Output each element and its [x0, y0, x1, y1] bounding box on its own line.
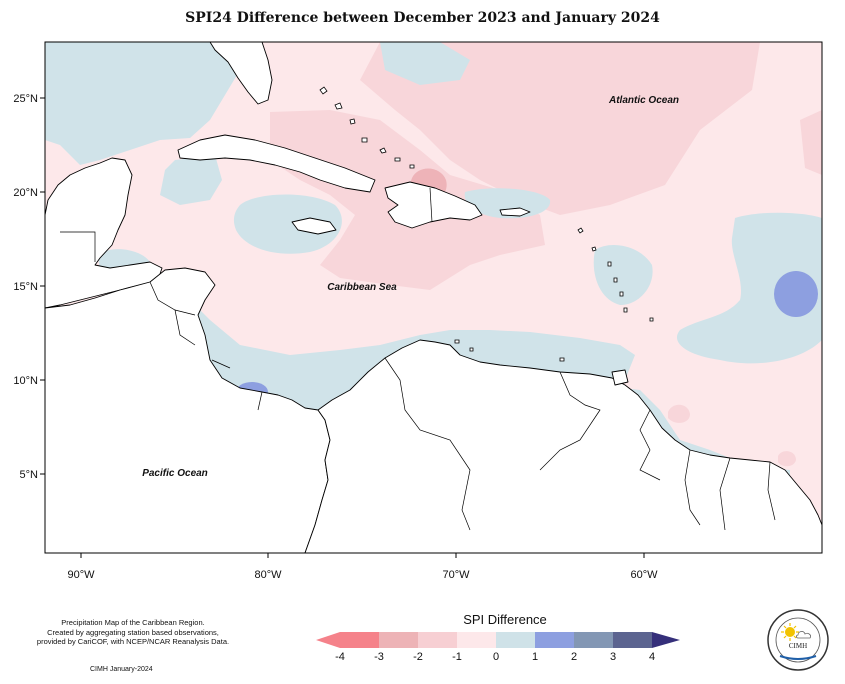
blue-zone-east-atlantic — [676, 212, 822, 364]
legend-tick: -2 — [413, 651, 423, 663]
legend-swatch-p3 — [613, 632, 652, 648]
lat-label-5: 5°N — [20, 469, 39, 481]
map-title: SPI24 Difference between December 2023 a… — [185, 10, 660, 26]
blue-zone-bahamas — [380, 42, 470, 85]
label-atlantic-ocean: Atlantic Ocean — [608, 95, 679, 106]
label-pacific-ocean: Pacific Ocean — [142, 468, 208, 479]
map-notes: Precipitation Map of the Caribbean Regio… — [18, 618, 248, 647]
note-line: provided by CariCOF, with NCEP/NCAR Rean… — [36, 637, 230, 646]
wave-icon — [779, 655, 817, 660]
pink-zone-atlantic — [360, 42, 760, 215]
legend-swatch-p1 — [535, 632, 574, 648]
legend-swatch-m1 — [457, 632, 496, 648]
land-mexico — [45, 157, 163, 309]
cimh-logo: CIMH — [767, 609, 829, 671]
land-cuba — [177, 134, 376, 193]
legend-tick: 3 — [610, 651, 616, 663]
legend-swatch-p0 — [496, 632, 535, 648]
lat-label-10: 10°N — [13, 375, 38, 387]
land-puerto-rico — [499, 207, 531, 217]
spi-field — [45, 42, 822, 553]
lon-label-70: 70°W — [442, 569, 470, 581]
cloud-icon — [796, 631, 811, 639]
legend-swatch-m4 — [340, 632, 379, 648]
credit-line: CIMH January-2024 — [90, 666, 153, 673]
note-line: Created by aggregating station based obs… — [47, 627, 219, 637]
legend-tick: 0 — [493, 651, 499, 663]
land-masses — [45, 42, 822, 553]
legend-swatch-min-arrow — [316, 632, 340, 648]
legend-tick: 1 — [532, 651, 538, 663]
pink-zone-guiana2 — [778, 451, 796, 467]
pink-zone-guiana — [668, 404, 690, 423]
lon-ticks: 90°W 80°W 70°W 60°W — [67, 553, 658, 581]
map-frame — [44, 41, 823, 554]
legend-swatch-max-arrow — [652, 632, 680, 648]
land-jamaica — [291, 217, 337, 235]
lon-label-60: 60°W — [630, 569, 658, 581]
label-caribbean-sea: Caribbean Sea — [327, 282, 397, 293]
pink-zone-east — [800, 110, 822, 175]
blue-zone-jamaica — [233, 194, 342, 254]
legend-tick: -1 — [452, 651, 462, 663]
land-south-america — [304, 339, 822, 553]
note-line: Precipitation Map of the Caribbean Regio… — [61, 618, 205, 627]
lon-label-80: 80°W — [254, 569, 282, 581]
blue-dark-zone-atlantic — [774, 271, 818, 317]
legend-swatch-m3 — [379, 632, 418, 648]
land-florida — [209, 42, 273, 105]
legend-tick: -3 — [374, 651, 384, 663]
land-hispaniola — [384, 181, 483, 229]
lat-ticks: 25°N 20°N 15°N 10°N 5°N — [13, 93, 45, 481]
legend-swatch-m2 — [418, 632, 457, 648]
legend-swatch-p2 — [574, 632, 613, 648]
lon-label-90: 90°W — [67, 569, 95, 581]
legend-title: SPI Difference — [463, 612, 547, 627]
land-trinidad — [611, 369, 629, 386]
legend-tick: 4 — [649, 651, 655, 663]
blue-zone-lesser-antilles — [593, 245, 653, 305]
logo-text: CIMH — [789, 642, 807, 650]
blue-zone-yucatan — [160, 155, 222, 205]
small-islands — [319, 86, 654, 362]
legend-tick: 2 — [571, 651, 577, 663]
legend-colorbar: -4 -3 -2 -1 0 1 2 3 4 — [316, 632, 680, 663]
country-borders — [60, 187, 776, 531]
lat-label-25: 25°N — [13, 93, 38, 105]
blue-zone-gulf — [45, 42, 240, 165]
blue-zone-puerto-rico — [464, 188, 551, 219]
legend-tick: -4 — [335, 651, 345, 663]
lat-label-20: 20°N — [13, 187, 38, 199]
lat-label-15: 15°N — [13, 281, 38, 293]
sun-icon — [781, 623, 799, 641]
